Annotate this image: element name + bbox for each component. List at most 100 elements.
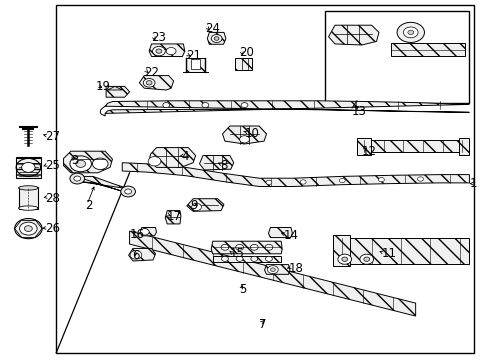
Circle shape xyxy=(15,219,42,239)
Text: 5: 5 xyxy=(239,283,246,296)
Text: 12: 12 xyxy=(361,145,376,158)
Circle shape xyxy=(163,103,169,108)
Text: 1: 1 xyxy=(468,177,476,190)
Circle shape xyxy=(300,180,305,184)
Polygon shape xyxy=(328,25,378,45)
Polygon shape xyxy=(390,43,464,56)
Polygon shape xyxy=(199,156,233,170)
Circle shape xyxy=(202,103,208,108)
Text: 13: 13 xyxy=(351,105,366,118)
Polygon shape xyxy=(268,228,292,238)
Circle shape xyxy=(270,268,275,271)
Circle shape xyxy=(156,49,162,53)
Polygon shape xyxy=(458,138,468,155)
Polygon shape xyxy=(63,151,112,173)
Circle shape xyxy=(146,81,152,85)
Circle shape xyxy=(92,158,108,170)
Circle shape xyxy=(236,256,243,261)
Text: 7: 7 xyxy=(259,318,266,330)
Circle shape xyxy=(214,37,219,40)
Text: 15: 15 xyxy=(229,247,244,260)
Text: 18: 18 xyxy=(288,262,303,275)
Circle shape xyxy=(250,244,258,250)
Text: 24: 24 xyxy=(205,22,220,35)
Text: 20: 20 xyxy=(239,46,254,59)
Circle shape xyxy=(74,176,81,181)
Circle shape xyxy=(265,256,272,261)
Text: 11: 11 xyxy=(381,247,396,260)
Polygon shape xyxy=(128,248,155,261)
Circle shape xyxy=(403,27,417,38)
Polygon shape xyxy=(149,44,184,57)
Polygon shape xyxy=(149,148,195,167)
Circle shape xyxy=(359,254,373,264)
Polygon shape xyxy=(186,199,224,211)
Circle shape xyxy=(70,173,84,184)
Polygon shape xyxy=(332,238,468,264)
Circle shape xyxy=(265,180,271,185)
Polygon shape xyxy=(190,59,200,69)
Polygon shape xyxy=(107,86,122,90)
Polygon shape xyxy=(234,58,251,70)
Bar xyxy=(325,11,468,103)
Text: 27: 27 xyxy=(45,130,61,143)
Circle shape xyxy=(417,177,423,181)
Text: 16: 16 xyxy=(129,228,144,240)
Polygon shape xyxy=(212,256,281,262)
Bar xyxy=(56,5,473,353)
Polygon shape xyxy=(140,228,156,236)
Circle shape xyxy=(121,186,135,197)
Circle shape xyxy=(191,203,201,211)
Circle shape xyxy=(24,226,32,231)
Circle shape xyxy=(221,244,228,250)
Circle shape xyxy=(152,46,165,56)
Circle shape xyxy=(235,244,243,250)
Polygon shape xyxy=(129,231,415,316)
Polygon shape xyxy=(105,101,468,113)
Polygon shape xyxy=(185,58,205,72)
Circle shape xyxy=(130,251,142,259)
Circle shape xyxy=(143,78,155,87)
Circle shape xyxy=(221,256,228,261)
Text: 4: 4 xyxy=(181,150,188,163)
Circle shape xyxy=(21,162,35,172)
Text: 25: 25 xyxy=(45,159,60,172)
Polygon shape xyxy=(264,265,289,274)
Polygon shape xyxy=(165,211,181,224)
Circle shape xyxy=(140,229,149,235)
Circle shape xyxy=(264,244,272,250)
Text: 6: 6 xyxy=(132,249,139,262)
Polygon shape xyxy=(356,140,468,152)
Polygon shape xyxy=(122,163,468,186)
Text: 23: 23 xyxy=(151,31,166,44)
Polygon shape xyxy=(19,187,38,209)
Text: 8: 8 xyxy=(220,159,227,172)
Polygon shape xyxy=(207,32,225,44)
Text: 21: 21 xyxy=(185,49,201,62)
Circle shape xyxy=(70,156,91,172)
Text: 26: 26 xyxy=(45,222,61,235)
Polygon shape xyxy=(222,126,266,144)
Circle shape xyxy=(341,257,347,261)
Circle shape xyxy=(250,256,257,261)
Text: 14: 14 xyxy=(283,229,298,242)
Text: 9: 9 xyxy=(190,199,198,212)
Text: 19: 19 xyxy=(95,80,110,93)
Circle shape xyxy=(378,177,384,182)
Circle shape xyxy=(20,222,37,235)
Text: 28: 28 xyxy=(45,192,60,204)
Polygon shape xyxy=(139,76,173,90)
Circle shape xyxy=(166,48,176,55)
Polygon shape xyxy=(16,157,41,178)
Circle shape xyxy=(339,178,345,183)
Circle shape xyxy=(337,254,351,264)
Text: 22: 22 xyxy=(144,66,159,78)
Circle shape xyxy=(267,266,278,274)
Circle shape xyxy=(396,22,424,42)
Circle shape xyxy=(241,103,247,108)
Circle shape xyxy=(148,157,161,166)
Circle shape xyxy=(239,136,249,143)
Text: 10: 10 xyxy=(244,127,259,140)
Polygon shape xyxy=(211,241,282,254)
Text: 3: 3 xyxy=(71,154,78,167)
